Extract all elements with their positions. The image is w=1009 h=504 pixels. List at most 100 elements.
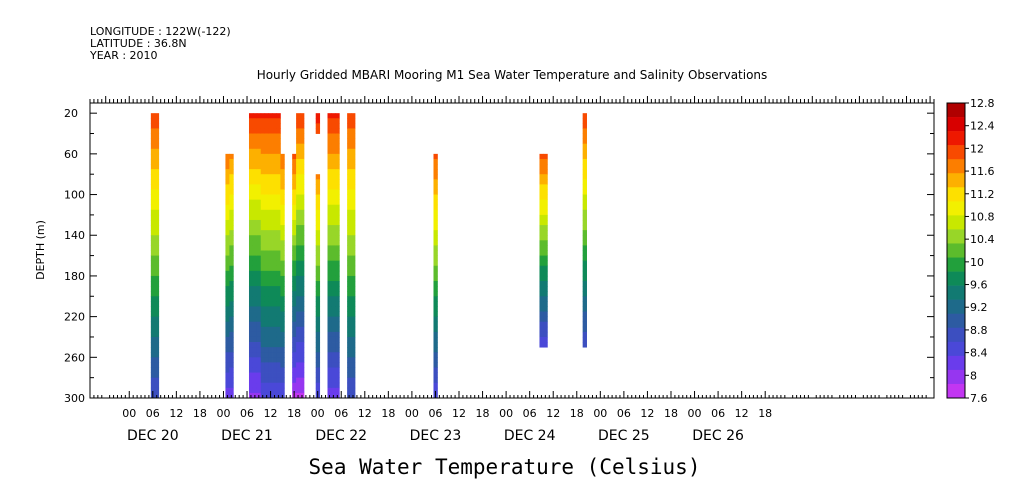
heatmap-cell [539,255,544,262]
heatmap-cell [296,174,301,180]
heatmap-cell [280,235,285,241]
heatmap-cell [292,199,297,206]
heatmap-cell [229,336,234,343]
heatmap-cell [335,362,340,368]
heatmap-cell [296,331,301,338]
heatmap-cell [327,174,332,180]
heatmap-cell [582,316,587,323]
heatmap-cell [315,296,321,302]
heatmap-cell [433,357,438,363]
heatmap-cell [280,347,285,353]
heatmap-cell [335,275,340,282]
heatmap-cell [256,164,262,170]
heatmap-cell [154,153,160,160]
heatmap-cell [229,153,234,160]
heatmap-cell [280,230,285,236]
y-axis-label: DEPTH (m) [34,220,47,280]
heatmap-cell [248,260,254,267]
heatmap-cell [264,153,270,160]
heatmap-cell [154,291,160,297]
heatmap-cell [248,179,254,185]
heatmap-cell [268,245,273,251]
heatmap-cell [276,275,281,282]
heatmap-cell [280,286,285,292]
heatmap-cell [296,352,301,358]
heatmap-cell [268,306,273,312]
colorbar-swatch [947,159,965,174]
heatmap-cell [225,199,230,206]
heatmap-cell [335,230,340,236]
heatmap-cell [331,199,336,206]
heatmap-cell [272,372,277,379]
heatmap-cell [150,235,156,241]
heatmap-cell [300,336,305,343]
heatmap-cell [315,352,321,358]
heatmap-cell [582,255,587,262]
heatmap-cell [272,260,277,267]
heatmap-cell [150,164,156,170]
heatmap-cell [256,245,262,251]
heatmap-cell [331,219,336,226]
heatmap-cell [296,321,301,328]
heatmap-cell [582,265,587,272]
heatmap-cell [252,143,258,150]
heatmap-cell [272,362,277,368]
heatmap-cell [154,311,160,318]
heatmap-cell [276,118,281,124]
heatmap-cell [256,377,262,384]
x-day-label: DEC 26 [692,428,744,444]
heatmap-cell [154,306,160,312]
heatmap-cell [335,301,340,307]
heatmap-cell [327,260,332,267]
heatmap-cell [331,316,336,323]
heatmap-cell [272,352,277,358]
heatmap-cell [150,225,156,231]
heatmap-cell [296,260,301,267]
heatmap-cell [154,235,160,241]
heatmap-cell [331,153,336,160]
heatmap-cell [539,291,544,297]
heatmap-cell [327,204,332,211]
heatmap-cell [276,382,281,389]
colorbar-label: 8.4 [970,347,988,360]
heatmap-cell [335,214,340,221]
heatmap-cell [272,382,277,389]
heatmap-cell [433,342,438,348]
heatmap-cell [347,153,352,160]
heatmap-cell [248,123,254,129]
heatmap-cell [335,265,340,272]
heatmap-cell [154,270,160,277]
heatmap-cell [248,214,254,221]
heatmap-cell [229,382,234,389]
heatmap-cell [154,158,160,165]
heatmap-cell [268,326,273,333]
heatmap-cell [268,209,273,216]
heatmap-cell [347,113,352,119]
heatmap-cell [229,377,234,384]
heatmap-cell [260,214,266,221]
heatmap-cell [268,291,273,297]
heatmap-cell [260,174,266,180]
heatmap-cell [272,377,277,384]
heatmap-cell [260,326,266,333]
heatmap-cell [327,265,332,272]
x-tick-label: 12 [452,407,466,420]
heatmap-cell [229,301,234,307]
heatmap-cell [229,347,234,353]
heatmap-cell [252,199,258,206]
heatmap-cell [280,342,285,348]
heatmap-cell [229,245,234,251]
colorbar-swatch [947,215,965,230]
heatmap-cell [229,164,234,170]
heatmap-cell [150,230,156,236]
heatmap-cell [272,219,277,226]
heatmap-cell [327,286,332,292]
heatmap-cell [543,250,548,256]
heatmap-cell [543,286,548,292]
heatmap-cell [280,184,285,190]
heatmap-cell [256,133,262,140]
heatmap-cell [433,199,438,206]
heatmap-cell [582,240,587,246]
heatmap-cell [347,281,352,287]
heatmap-cell [154,316,160,323]
